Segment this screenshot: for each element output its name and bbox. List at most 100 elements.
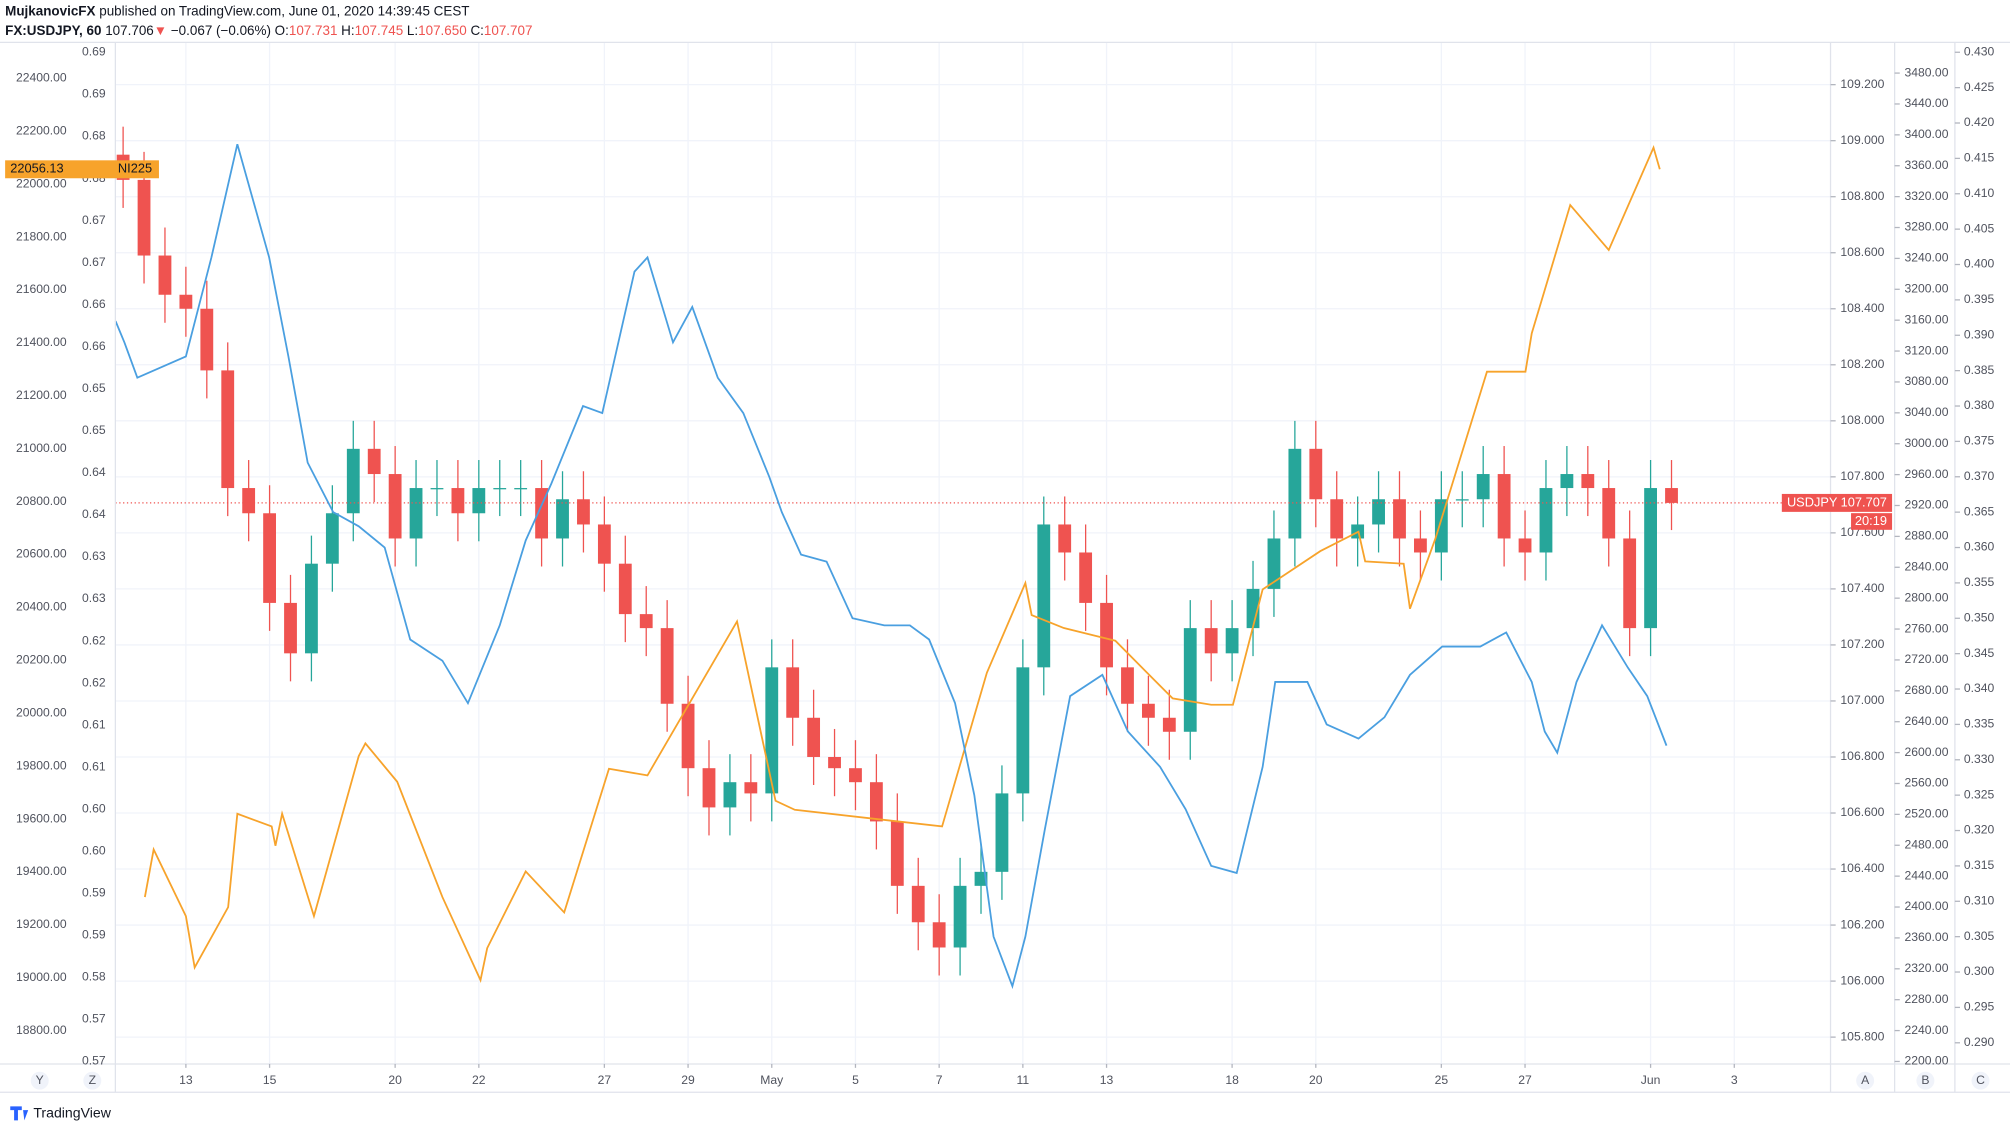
candle-body (597, 524, 611, 564)
y-tick-label: 2680.00 (1905, 683, 1949, 697)
y-tick-label: 3480.00 (1905, 65, 1949, 79)
y-tick-label: 109.000 (1840, 133, 1884, 147)
y-tick-label: 2880.00 (1905, 529, 1949, 543)
candle-body (158, 255, 172, 295)
candle-body (1162, 717, 1176, 732)
scale-button[interactable]: A (1861, 1073, 1870, 1087)
x-tick-label: 20 (1309, 1073, 1323, 1087)
y-tick-label: 0.330 (1964, 752, 1995, 766)
y-tick-label: 108.200 (1840, 357, 1884, 371)
candle-body (1644, 488, 1657, 629)
y-tick-label: 0.58 (82, 970, 106, 984)
scale-button[interactable]: C (1976, 1073, 1985, 1087)
y-tick-label: 3400.00 (1905, 127, 1949, 141)
y-tick-label: 106.600 (1840, 805, 1884, 819)
candle-body (1497, 474, 1511, 539)
y-tick-label: 0.350 (1964, 610, 1995, 624)
y-tick-label: 0.405 (1964, 221, 1995, 235)
button-bg (83, 1071, 102, 1090)
y-tick-label: 21600.00 (16, 282, 67, 296)
y-tick-label: 0.65 (82, 381, 106, 395)
y-tick-label: 21200.00 (16, 388, 67, 402)
candle-body (1183, 628, 1197, 732)
y-tick-label: 19000.00 (16, 970, 67, 984)
button-bg (1916, 1071, 1935, 1090)
y-tick-label: 0.66 (82, 297, 106, 311)
candle-body (472, 488, 486, 514)
y-tick-label: 20000.00 (16, 705, 67, 719)
y-tick-label: 19600.00 (16, 811, 67, 825)
candle-body (974, 871, 988, 886)
y-tick-label: 20600.00 (16, 547, 67, 561)
x-tick-label: 5 (852, 1073, 859, 1087)
x-tick-label: 11 (1017, 1073, 1030, 1087)
change: −0.067 (−0.06%) (171, 22, 271, 37)
y-tick-label: 0.325 (1964, 787, 1995, 801)
symbol: FX:USDJPY, 60 (5, 22, 101, 37)
y-tick-label: 0.340 (1964, 681, 1995, 695)
y-tick-label: 108.400 (1840, 301, 1884, 315)
countdown-bg (1851, 513, 1893, 530)
y-tick-label: 2800.00 (1905, 590, 1949, 604)
candle-body (1016, 667, 1030, 794)
candle-body (1560, 474, 1574, 489)
candle-body (305, 563, 318, 654)
candle-body (577, 499, 590, 525)
y-tick-label: 108.800 (1840, 189, 1884, 203)
y-tick-label: 0.320 (1964, 823, 1995, 837)
candle-body (618, 563, 632, 615)
price-label-bg (5, 160, 159, 179)
candle-body (137, 179, 151, 256)
y-tick-label: 0.420 (1964, 115, 1995, 129)
candle-body (869, 782, 883, 822)
y-tick-label: 0.400 (1964, 257, 1995, 271)
y-tick-label: 3280.00 (1905, 220, 1949, 234)
price-label-bg (1781, 493, 1893, 512)
ohlc-key: H: (341, 22, 354, 37)
y-tick-label: 107.800 (1840, 469, 1884, 483)
candle-body (409, 488, 423, 539)
y-tick-label: 20400.00 (16, 600, 67, 614)
y-tick-label: 3000.00 (1905, 436, 1949, 450)
y-tick-label: 0.425 (1964, 80, 1995, 94)
last-price: 107.706 (105, 22, 154, 37)
y-tick-label: 0.365 (1964, 504, 1995, 518)
y-tick-label: 0.300 (1964, 964, 1995, 978)
plot (114, 126, 1831, 990)
y-tick-label: 0.410 (1964, 186, 1995, 200)
candle-body (1539, 488, 1553, 553)
x-tick-label: 27 (598, 1073, 612, 1087)
y-tick-label: 2240.00 (1905, 1023, 1949, 1037)
candle-body (1079, 552, 1093, 603)
y-tick-label: 3240.00 (1905, 251, 1949, 265)
candle-body (535, 488, 549, 539)
y-tick-label: 18800.00 (16, 1023, 67, 1037)
y-tick-label: 108.600 (1840, 245, 1884, 259)
candle-body (1665, 488, 1678, 503)
y-tick-label: 2520.00 (1905, 807, 1949, 821)
button-bg (30, 1071, 49, 1090)
y-tick-label: 0.68 (82, 129, 106, 143)
header-line-1: MujkanovicFX published on TradingView.co… (5, 3, 469, 18)
y-tick-label: 0.295 (1964, 1000, 1995, 1014)
y-tick-label: 2760.00 (1905, 621, 1949, 635)
y-tick-label: 3160.00 (1905, 312, 1949, 326)
scale-button[interactable]: B (1921, 1073, 1929, 1087)
scale-button[interactable]: Y (36, 1073, 44, 1087)
y-tick-label: 106.200 (1840, 917, 1884, 931)
x-tick-label: 15 (263, 1073, 277, 1087)
x-tick-label: 18 (1225, 1073, 1239, 1087)
y-tick-label: 2560.00 (1905, 776, 1949, 790)
candle-body (1204, 628, 1218, 654)
candle-body (1141, 703, 1155, 718)
x-tick-label: 13 (1100, 1073, 1114, 1087)
candle-body (1372, 499, 1385, 525)
y-tick-label: 0.59 (82, 928, 106, 942)
candle-body (1037, 524, 1051, 668)
y-tick-label: 2200.00 (1905, 1054, 1949, 1068)
candle-body (681, 703, 695, 769)
y-tick-label: 0.66 (82, 339, 106, 353)
scale-button[interactable]: Z (89, 1073, 97, 1087)
ohlc-value: 107.650 (418, 22, 467, 37)
